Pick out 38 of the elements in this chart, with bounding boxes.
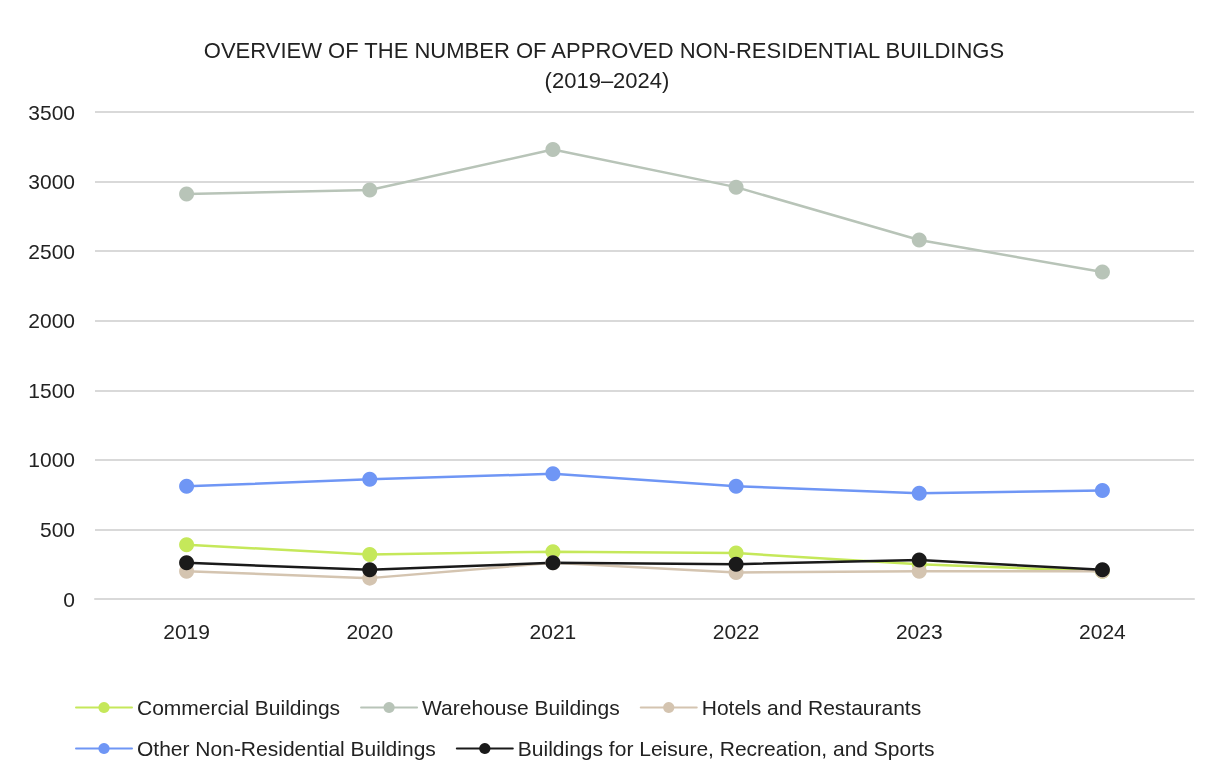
legend-label: Buildings for Leisure, Recreation, and Sports [517,737,935,760]
x-tick-label: 2022 [712,620,760,643]
point [911,485,927,501]
y-tick-label: 1000 [28,448,75,472]
point [728,556,744,572]
point [1094,482,1110,498]
y-tick-label: 500 [39,517,75,541]
y-tick-label: 3500 [28,100,75,124]
point [728,179,744,195]
y-tick-label: 1500 [28,378,75,402]
point [911,232,927,248]
y-tick-label: 2500 [28,239,75,263]
legend-label: Other Non-Residential Buildings [137,737,436,760]
x-tick-label: 2023 [895,620,943,643]
y-tick-label: 0 [63,587,75,611]
point [179,186,195,202]
point [545,142,561,158]
x-tick-label: 2020 [346,620,394,643]
point [911,552,927,568]
x-tick-label: 2024 [1079,620,1127,643]
y-tick-label: 2000 [28,309,75,333]
point [362,471,378,487]
y-tick-label: 3000 [28,170,75,194]
point [179,555,195,571]
point [362,546,378,562]
point [179,478,195,494]
point [362,182,378,198]
legend-label: Commercial Buildings [137,696,341,719]
x-tick-label: 2019 [163,620,210,643]
point [362,562,378,578]
legend-label: Hotels and Restaurants [701,696,922,719]
point [179,537,195,553]
point [728,478,744,494]
x-tick-label: 2021 [529,620,577,643]
legend-label: Warehouse Buildings [422,696,620,719]
point [1094,264,1110,280]
point [545,466,561,482]
chart-title: OVERVIEW OF THE NUMBER OF APPROVED NON-RESIDENTIAL BUILDINGS (2019–2024) [203,37,1011,93]
